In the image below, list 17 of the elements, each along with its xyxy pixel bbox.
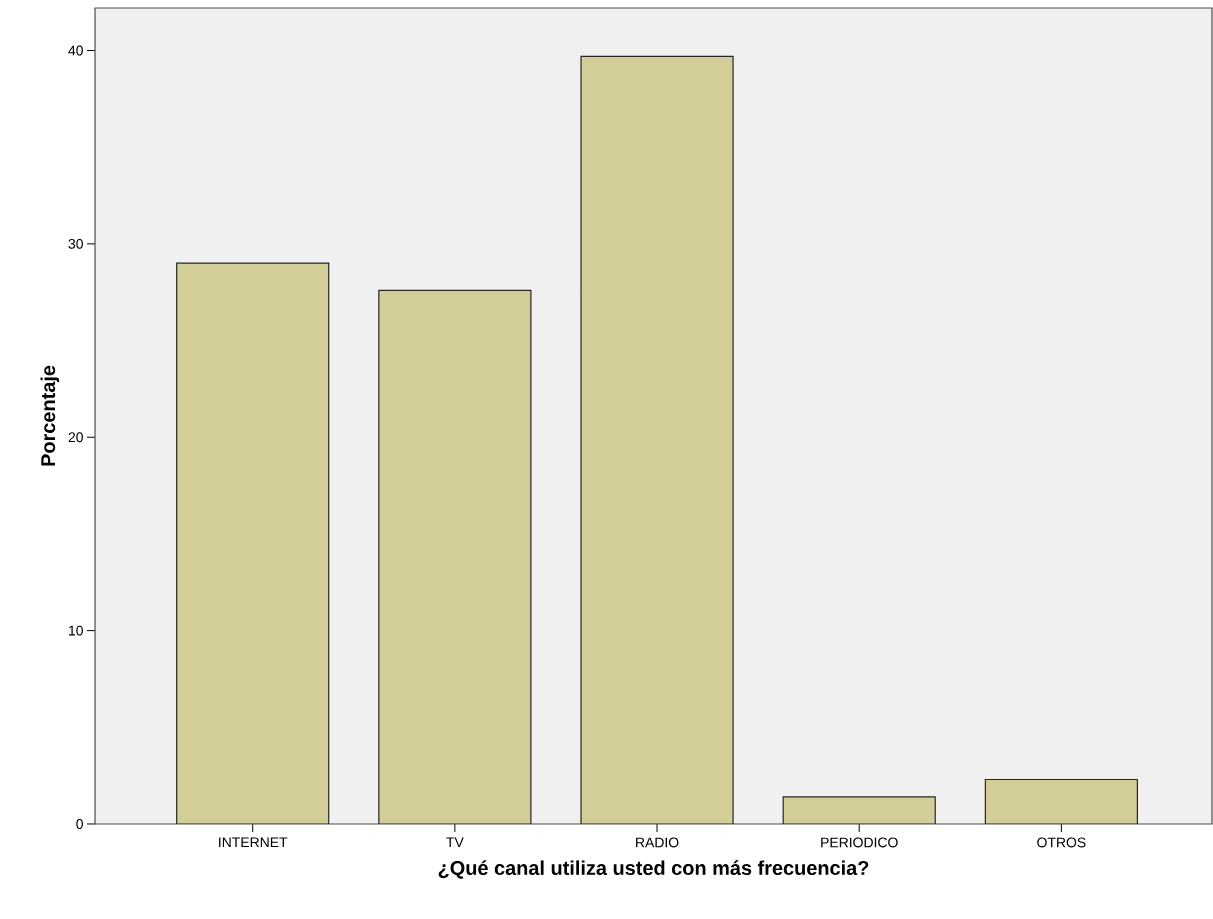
x-tick-label: OTROS bbox=[1037, 837, 1086, 848]
bar bbox=[378, 290, 531, 824]
bar bbox=[176, 262, 330, 824]
y-tick-label: 40 bbox=[68, 45, 83, 56]
bar bbox=[580, 55, 734, 824]
y-tick-label: 20 bbox=[68, 432, 83, 443]
bar bbox=[782, 796, 936, 824]
x-tick-label: RADIO bbox=[636, 837, 679, 848]
y-tick-label: 0 bbox=[76, 819, 83, 829]
bar bbox=[984, 778, 1138, 824]
x-tick-label: TV bbox=[446, 837, 464, 848]
x-axis-title: ¿Qué canal utiliza usted con más frecuencia? bbox=[438, 860, 869, 879]
y-axis-title: Porcentaje bbox=[40, 365, 60, 466]
y-tick-label: 10 bbox=[69, 625, 83, 636]
x-tick-label: PERIODICO bbox=[821, 837, 898, 848]
y-tick-label: 30 bbox=[68, 238, 83, 249]
x-tick-label: INTERNET bbox=[219, 837, 288, 848]
